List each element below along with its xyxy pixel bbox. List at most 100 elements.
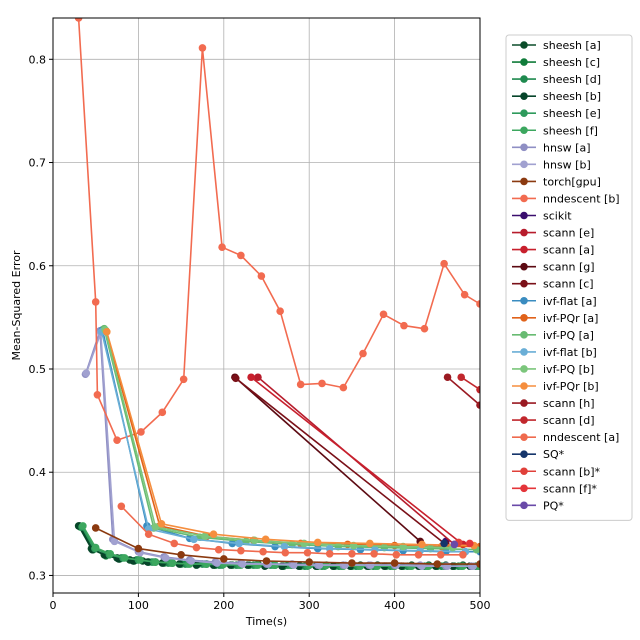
data-point [120, 554, 129, 562]
legend-swatch-marker [520, 177, 528, 186]
data-point [91, 524, 100, 532]
data-point [392, 551, 401, 559]
x-tick-label: 400 [384, 599, 405, 612]
series-line [235, 377, 447, 546]
data-point [192, 561, 201, 569]
data-point [400, 321, 408, 330]
legend-swatch-marker [520, 228, 528, 237]
data-point [201, 532, 209, 541]
legend-item-scann-g: scann [g] [512, 261, 595, 274]
legend-label: ivf-flat [a] [543, 295, 597, 308]
legend-item-sheesh-d: sheesh [d] [512, 73, 601, 86]
y-tick-label: 0.6 [29, 260, 47, 273]
series-line [106, 331, 475, 547]
legend-item-scikit: scikit [512, 210, 572, 223]
legend-label: ivf-PQ [a] [543, 329, 594, 342]
legend-item-scann-c: scann [c] [512, 278, 594, 291]
data-point [79, 522, 87, 530]
data-point [420, 324, 429, 333]
legend-item-scann-a: scann [a] [512, 244, 594, 257]
legend-swatch-marker [520, 262, 528, 271]
legend-swatch-marker [520, 143, 528, 152]
legend-label: scann [c] [543, 278, 594, 291]
data-point [476, 300, 480, 308]
data-point [476, 560, 480, 568]
legend-swatch-marker [520, 41, 528, 49]
legend-item-scann-e: scann [e] [512, 227, 594, 240]
legend-item-ivf-pq-a: ivf-PQ [a] [512, 329, 594, 342]
legend-item-sheesh-c: sheesh [c] [512, 56, 600, 69]
x-tick-label: 100 [128, 599, 149, 612]
x-axis-title: Time(s) [245, 615, 287, 628]
data-point [281, 548, 290, 557]
series-line [100, 331, 466, 553]
legend-swatch-marker [520, 279, 528, 288]
data-point [192, 543, 201, 552]
legend: sheesh [a] sheesh [c] sheesh [d] sheesh [b]… [505, 34, 633, 521]
legend-label: ivf-PQr [a] [543, 312, 598, 325]
legend-label: hnsw [b] [543, 158, 591, 171]
legend-item-hnsw-a: hnsw [a] [512, 141, 591, 154]
legend-label: sheesh [a] [543, 39, 601, 52]
legend-item-scann-d: scann [d] [512, 414, 595, 427]
legend-swatch-marker [520, 399, 528, 407]
series-line [84, 330, 472, 567]
legend-swatch-marker [520, 331, 528, 339]
legend-swatch-marker [520, 501, 528, 510]
legend-item-sheesh-f: sheesh [f] [512, 124, 598, 137]
legend-swatch-marker [520, 109, 528, 117]
y-tick-label: 0.4 [29, 466, 47, 479]
series-line [446, 376, 480, 406]
y-tick-label: 0.3 [29, 569, 47, 582]
data-point [213, 559, 221, 567]
data-point [390, 559, 399, 567]
data-point [476, 385, 480, 394]
data-point [379, 310, 388, 319]
data-point [218, 243, 226, 251]
data-point [436, 551, 445, 559]
data-point [254, 373, 262, 382]
data-point [237, 546, 245, 555]
legend-label: hnsw [a] [543, 141, 591, 154]
data-point [235, 539, 243, 548]
data-point [261, 535, 270, 544]
legend-item-ivf-flat-a: ivf-flat [a] [512, 295, 597, 308]
y-tick-label: 0.5 [29, 363, 47, 376]
legend-swatch-marker [520, 348, 528, 356]
data-point [231, 374, 240, 383]
legend-item-sheesh-b: sheesh [b] [512, 90, 601, 103]
data-point [198, 44, 207, 52]
data-point [220, 555, 228, 563]
y-axis: 0.3 0.4 0.5 0.6 0.7 0.8 [29, 53, 53, 582]
legend-swatch-marker [520, 314, 528, 322]
legend-swatch-marker [520, 450, 528, 459]
legend-label: scann [b]* [543, 465, 601, 478]
series-line [120, 505, 463, 556]
data-point [161, 554, 170, 562]
legend-item-sheesh-a: sheesh [a] [512, 39, 601, 52]
series-scann-d [457, 373, 480, 394]
legend-label: torch[gpu] [543, 175, 601, 188]
y-tick-label: 0.7 [29, 157, 47, 170]
legend-item-nndescent-a: nndescent [a] [512, 431, 619, 444]
legend-label: scikit [543, 210, 572, 223]
data-point [457, 373, 466, 382]
data-point [262, 557, 271, 565]
legend-swatch-marker [520, 382, 528, 390]
data-point [290, 561, 298, 569]
data-point [158, 408, 167, 417]
series-line [85, 332, 474, 567]
series-scann-a [247, 373, 467, 549]
legend-label: sheesh [c] [543, 56, 600, 69]
data-point [177, 551, 185, 559]
legend-label: ivf-PQr [b] [543, 380, 599, 393]
legend-swatch-marker [520, 245, 528, 254]
series-nndescent-b [74, 18, 480, 445]
legend-item-ivf-pqr-a: ivf-PQr [a] [512, 312, 598, 325]
legend-label: sheesh [b] [543, 90, 601, 103]
data-point [414, 551, 423, 559]
data-point [476, 401, 480, 409]
series-scann-g [231, 373, 425, 546]
legend-swatch-marker [520, 416, 528, 424]
